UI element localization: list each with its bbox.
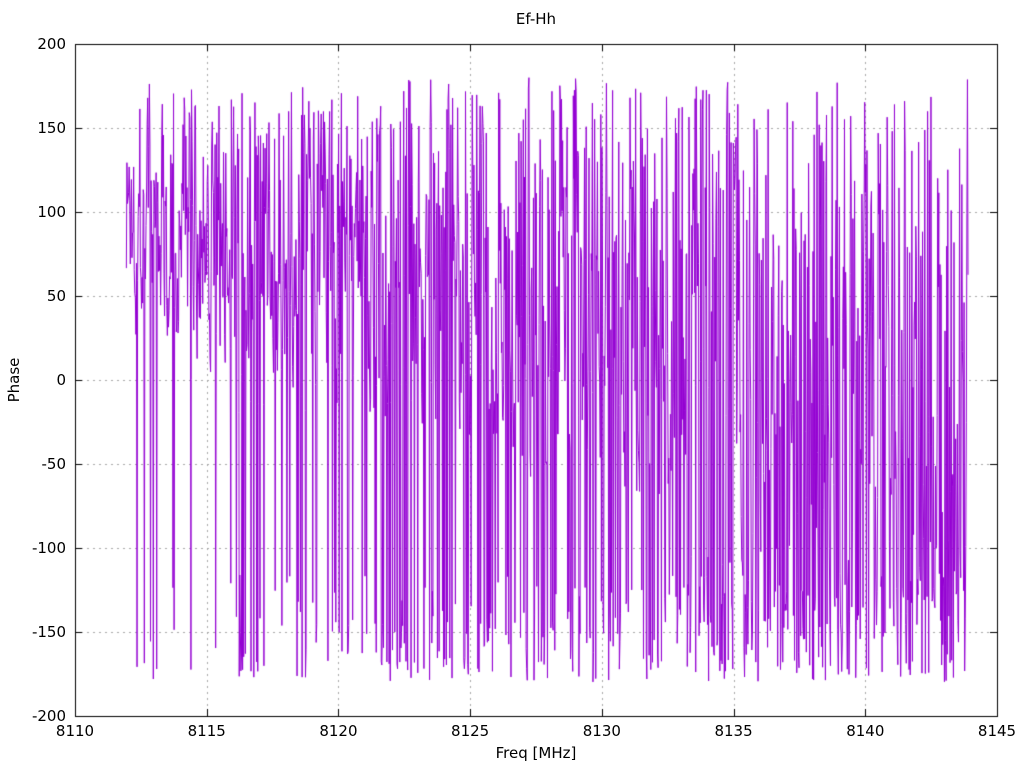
x-tick-label: 8145	[977, 722, 1017, 740]
x-tick-label: 8140	[846, 722, 885, 740]
y-tick-label: -150	[31, 623, 66, 641]
y-tick-label: -50	[41, 455, 67, 473]
x-tick-label: 8120	[319, 722, 358, 740]
y-tick-label: 150	[37, 119, 66, 137]
x-tick-label: 8115	[187, 722, 226, 740]
x-tick-label: 8130	[582, 722, 621, 740]
x-tick-label: 8110	[55, 722, 95, 740]
y-tick-label: 0	[56, 371, 66, 389]
chart-title: Ef-Hh	[515, 10, 557, 28]
x-tick-label: 8125	[451, 722, 490, 740]
y-tick-label: -100	[31, 539, 66, 557]
y-tick-label: 100	[37, 203, 66, 221]
y-tick-label: 50	[46, 287, 66, 305]
y-tick-label: -200	[31, 707, 66, 725]
x-tick-label: 8135	[714, 722, 753, 740]
x-axis-label: Freq [MHz]	[495, 744, 577, 762]
y-tick-label: 200	[37, 35, 66, 53]
